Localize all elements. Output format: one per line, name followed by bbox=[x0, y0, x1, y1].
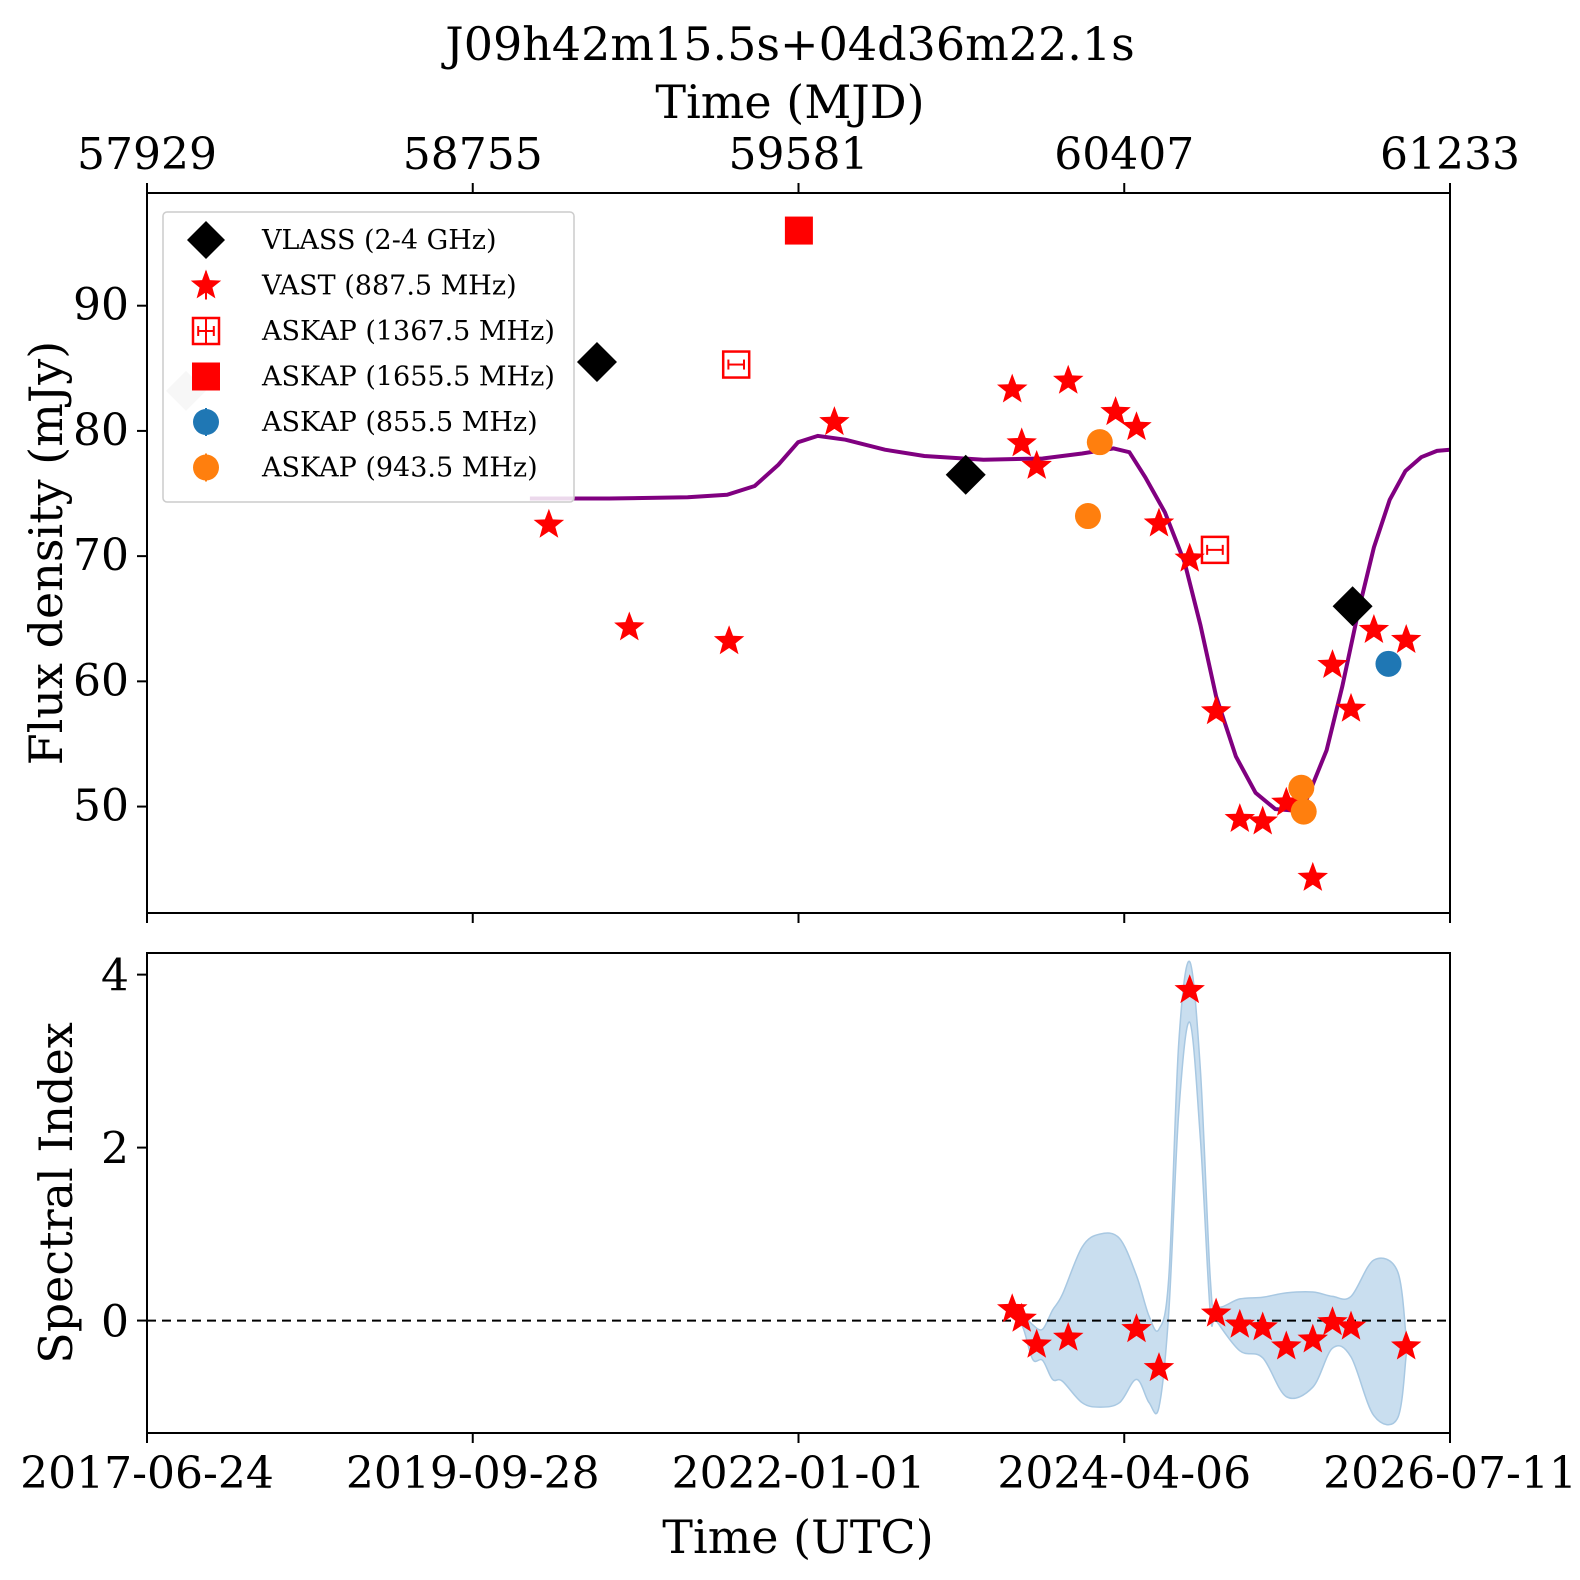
vlass-point bbox=[945, 454, 986, 495]
legend-marker-square bbox=[192, 362, 220, 391]
bottom-x-axis-title: Time (UTC) bbox=[662, 1510, 933, 1564]
legend-label: VLASS (2-4 GHz) bbox=[261, 225, 497, 256]
vlass-point bbox=[1332, 586, 1373, 627]
flux-y-tick-label: 70 bbox=[73, 530, 129, 581]
askap-855-point bbox=[1375, 650, 1402, 677]
mjd-tick-label: 57929 bbox=[77, 129, 217, 180]
vast-point bbox=[1021, 450, 1052, 479]
flux-y-tick-label: 80 bbox=[73, 405, 129, 456]
legend-entry-askap943: ASKAP (943.5 MHz) bbox=[193, 453, 538, 484]
top-x-axis-title: Time (MJD) bbox=[655, 75, 924, 129]
vast-point bbox=[1224, 803, 1255, 832]
vast-point bbox=[1335, 692, 1367, 722]
spectral-index-y-tick-label: 2 bbox=[101, 1124, 129, 1175]
utc-x-tick-label: 2017-06-24 bbox=[20, 1448, 274, 1499]
legend-label: ASKAP (1367.5 MHz) bbox=[261, 316, 555, 347]
mjd-tick-label: 59581 bbox=[729, 129, 869, 180]
legend-box bbox=[162, 211, 575, 503]
spectral-index-point bbox=[1143, 1352, 1175, 1382]
askap-1367-point bbox=[1200, 535, 1230, 565]
spectral-index-point bbox=[1335, 1310, 1367, 1340]
flux-y-tick-label: 60 bbox=[73, 655, 129, 706]
utc-x-tick-label: 2022-01-01 bbox=[672, 1448, 926, 1499]
vast-point bbox=[533, 508, 565, 538]
vast-point bbox=[1200, 695, 1232, 725]
vast-point bbox=[1271, 786, 1302, 816]
utc-x-tick-label: 2019-09-28 bbox=[346, 1448, 600, 1499]
legend-marker-circle bbox=[193, 454, 219, 481]
askap-1367-point bbox=[721, 350, 751, 379]
vast-point bbox=[1143, 507, 1175, 537]
legend-marker-circle bbox=[193, 409, 219, 435]
legend-marker-open-square bbox=[191, 316, 221, 346]
flux-density-panel: 50 60 70 80 90 57929 58755 59581 60407 61233 Flux… bbox=[19, 129, 1520, 923]
vast-point bbox=[1247, 805, 1278, 835]
spectral-index-point bbox=[1053, 1321, 1084, 1351]
spectral-index-point bbox=[997, 1293, 1028, 1323]
askap-943-point bbox=[1290, 798, 1317, 825]
spectral-index-y-tick-label: 4 bbox=[101, 951, 129, 1002]
legend-entry-askap1367: ASKAP (1367.5 MHz) bbox=[191, 316, 555, 347]
askap-943-point bbox=[1086, 429, 1113, 456]
legend-label: ASKAP (1655.5 MHz) bbox=[261, 362, 555, 393]
spectral-index-point bbox=[1021, 1328, 1052, 1358]
model-fit-curve bbox=[529, 433, 1450, 813]
flux-y-axis-title: Flux density (mJy) bbox=[19, 341, 73, 765]
legend-label: ASKAP (855.5 MHz) bbox=[261, 407, 538, 438]
legend-entry-askap1655: ASKAP (1655.5 MHz) bbox=[192, 362, 555, 393]
legend-marker-star bbox=[190, 269, 222, 299]
vast-point bbox=[1358, 614, 1390, 643]
spectral-index-y-axis-title: Spectral Index bbox=[29, 1022, 83, 1364]
spectral-index-panel: 0 2 4 2017-06-24 2019-09-28 2022-01-01 2024-04… bbox=[20, 951, 1577, 1564]
vast-point bbox=[819, 406, 850, 436]
vast-point bbox=[1006, 427, 1037, 457]
legend-marker-diamond bbox=[187, 221, 225, 259]
vast-point bbox=[1174, 542, 1205, 572]
legend: VLASS (2-4 GHz) VAST (887.5 MHz) ASKAP (13… bbox=[162, 211, 575, 503]
spectral-index-y-tick-label: 0 bbox=[101, 1297, 129, 1348]
askap-943-point bbox=[1074, 503, 1101, 530]
vast-point bbox=[713, 625, 745, 655]
vast-point bbox=[1391, 624, 1422, 653]
vast-point bbox=[1317, 649, 1348, 678]
spectral-index-point bbox=[1317, 1306, 1348, 1336]
vast-point bbox=[1297, 861, 1328, 891]
utc-x-tick-label: 2024-04-06 bbox=[997, 1448, 1251, 1499]
spectral-index-axes: 0 2 4 2017-06-24 2019-09-28 2022-01-01 2024-04… bbox=[20, 951, 1577, 1499]
legend-entry-vlass: VLASS (2-4 GHz) bbox=[187, 221, 497, 259]
spectral-index-point bbox=[1391, 1330, 1422, 1360]
legend-entry-vast: VAST (887.5 MHz) bbox=[190, 269, 517, 302]
spectral-index-uncertainty-band bbox=[1011, 960, 1407, 1426]
spectral-index-point bbox=[1200, 1297, 1232, 1327]
vast-point bbox=[1053, 364, 1084, 394]
spectral-index-point bbox=[1297, 1323, 1328, 1353]
flux-axes: 50 60 70 80 90 57929 58755 59581 60407 61233 bbox=[73, 129, 1520, 923]
askap-943-point bbox=[1288, 774, 1315, 801]
spectral-index-point bbox=[1174, 974, 1205, 1004]
askap-1655-point bbox=[784, 216, 813, 245]
flux-y-tick-label: 90 bbox=[73, 280, 129, 331]
vast-point bbox=[997, 373, 1028, 403]
utc-x-tick-label: 2026-07-11 bbox=[1323, 1448, 1577, 1499]
spectral-index-point bbox=[1224, 1308, 1255, 1338]
mjd-tick-label: 61233 bbox=[1380, 129, 1520, 180]
spectral-index-point bbox=[1121, 1313, 1152, 1343]
vlass-point bbox=[576, 342, 617, 383]
legend-label: VAST (887.5 MHz) bbox=[261, 271, 517, 302]
mjd-tick-label: 58755 bbox=[403, 129, 543, 180]
spectral-index-point bbox=[1271, 1330, 1302, 1360]
mjd-tick-label: 60407 bbox=[1054, 129, 1194, 180]
chart-title: J09h42m15.5s+04d36m22.1s bbox=[441, 17, 1134, 71]
vast-point bbox=[1100, 396, 1131, 426]
legend-entry-askap855: ASKAP (855.5 MHz) bbox=[193, 407, 538, 438]
vast-point bbox=[1121, 411, 1152, 441]
spectral-index-point bbox=[1006, 1302, 1037, 1332]
spectral-index-point bbox=[1247, 1311, 1278, 1341]
flux-y-tick-label: 50 bbox=[73, 781, 129, 832]
vast-point bbox=[614, 611, 645, 641]
legend-label: ASKAP (943.5 MHz) bbox=[261, 453, 538, 484]
spectral-index-plot-area bbox=[147, 960, 1450, 1426]
